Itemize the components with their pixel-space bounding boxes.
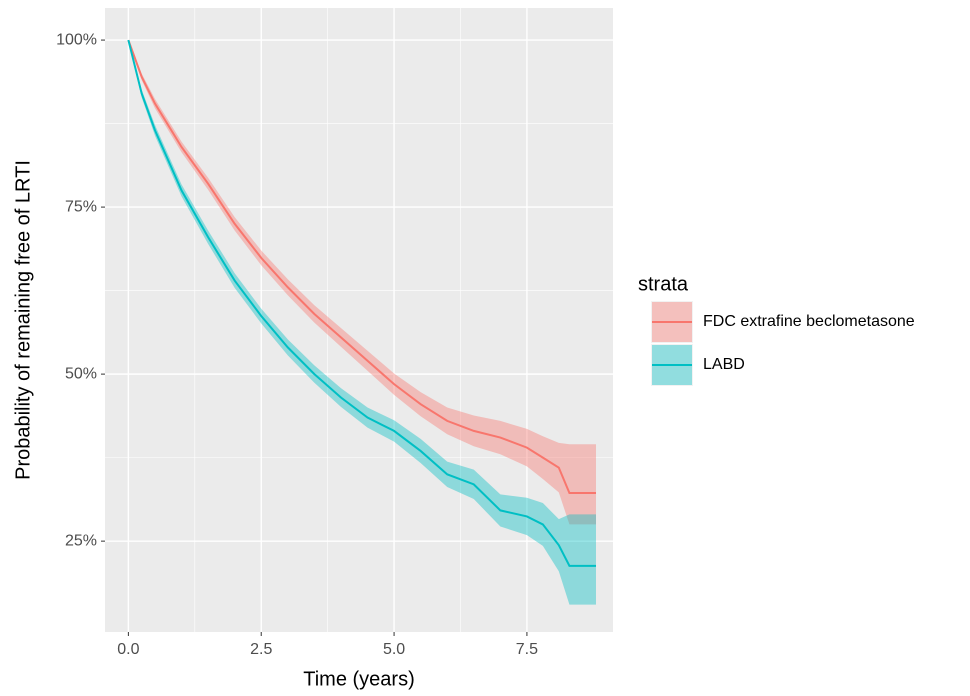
y-tick-label: 25% bbox=[65, 532, 97, 549]
y-tick-label: 100% bbox=[56, 31, 97, 48]
x-tick-label: 7.5 bbox=[516, 641, 538, 658]
survival-line bbox=[127, 39, 596, 567]
confidence-band bbox=[128, 40, 596, 525]
legend-label: FDC extrafine beclometasone bbox=[703, 313, 915, 330]
survival-line bbox=[127, 39, 596, 495]
x-axis-title: Time (years) bbox=[303, 668, 414, 690]
x-tick-label: 0.0 bbox=[117, 641, 139, 658]
y-axis-title: Probability of remaining free of LRTI bbox=[12, 160, 34, 480]
x-tick-label: 2.5 bbox=[250, 641, 272, 658]
legend-title: strata bbox=[638, 273, 689, 295]
y-tick-label: 50% bbox=[65, 365, 97, 382]
x-tick-label: 5.0 bbox=[383, 641, 405, 658]
plot-panel bbox=[105, 8, 613, 632]
confidence-band bbox=[128, 40, 596, 605]
y-tick-label: 75% bbox=[65, 198, 97, 215]
legend-label: LABD bbox=[703, 356, 745, 373]
